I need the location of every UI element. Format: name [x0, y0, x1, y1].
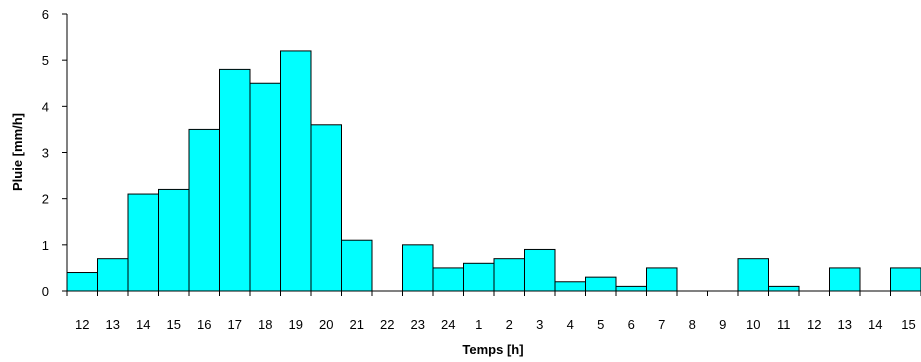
x-tick-label-24: 12 — [807, 317, 821, 332]
x-tick-label-12: 24 — [441, 317, 455, 332]
x-tick-label-25: 13 — [838, 317, 852, 332]
bar-27 — [890, 267, 921, 292]
x-tick-label-20: 8 — [689, 317, 696, 332]
bar-13 — [463, 262, 495, 292]
x-tick-label-7: 19 — [289, 317, 303, 332]
x-tick-label-23: 11 — [777, 317, 791, 332]
y-axis-title: Pluie [mm/h] — [10, 113, 25, 191]
x-tick-label-2: 14 — [136, 317, 150, 332]
x-tick-label-17: 5 — [597, 317, 604, 332]
bar-3 — [158, 188, 190, 292]
bar-18 — [615, 285, 647, 292]
y-tick-label-1: 1 — [42, 238, 49, 253]
bar-17 — [585, 276, 617, 292]
x-tick-label-1: 13 — [106, 317, 120, 332]
x-tick-label-8: 20 — [319, 317, 333, 332]
x-tick-label-14: 2 — [506, 317, 513, 332]
bar-5 — [219, 68, 251, 292]
x-tick-label-10: 22 — [380, 317, 394, 332]
x-tick-label-0: 12 — [75, 317, 89, 332]
x-tick-label-13: 1 — [475, 317, 482, 332]
x-tick-label-16: 4 — [567, 317, 574, 332]
x-tick-label-27: 15 — [901, 317, 915, 332]
bar-25 — [829, 267, 861, 292]
y-axis: 0 1 2 3 4 5 6 — [42, 7, 68, 299]
x-tick-label-18: 6 — [628, 317, 635, 332]
x-tick-label-3: 15 — [167, 317, 181, 332]
x-tick-label-19: 7 — [658, 317, 665, 332]
bar-15 — [524, 248, 556, 292]
x-axis: 12 13 14 15 16 17 18 19 20 21 22 23 24 1 2 3 4 5 6 7 8 9 10 11 1… — [66, 290, 921, 332]
y-tick-label-5: 5 — [42, 53, 49, 68]
x-tick-label-9: 21 — [350, 317, 364, 332]
bar-4 — [188, 128, 220, 292]
x-tick-label-26: 14 — [868, 317, 882, 332]
bar-2 — [127, 193, 159, 292]
bar-22 — [737, 258, 769, 292]
bar-11 — [402, 244, 434, 292]
bar-0 — [66, 272, 98, 292]
bar-8 — [310, 124, 342, 292]
x-tick-label-22: 10 — [746, 317, 760, 332]
bar-23 — [768, 285, 800, 292]
bar-1 — [97, 258, 129, 292]
bars-group — [66, 50, 921, 292]
y-tick-label-0: 0 — [42, 284, 49, 299]
y-tick-label-6: 6 — [42, 7, 49, 22]
x-tick-label-6: 18 — [258, 317, 272, 332]
bar-19 — [646, 267, 678, 292]
bar-7 — [280, 50, 312, 292]
y-tick-label-3: 3 — [42, 146, 49, 161]
bar-6 — [249, 82, 281, 292]
x-tick-label-4: 16 — [197, 317, 211, 332]
x-axis-title: Temps [h] — [462, 342, 523, 357]
y-tick-label-4: 4 — [42, 99, 49, 114]
bar-9 — [341, 239, 373, 292]
x-tick-label-11: 23 — [411, 317, 425, 332]
bar-16 — [554, 281, 586, 292]
y-tick-label-2: 2 — [42, 192, 49, 207]
x-tick-label-21: 9 — [719, 317, 726, 332]
x-tick-label-15: 3 — [536, 317, 543, 332]
bar-12 — [432, 267, 464, 292]
x-tick-label-5: 17 — [228, 317, 242, 332]
bar-14 — [493, 258, 525, 292]
